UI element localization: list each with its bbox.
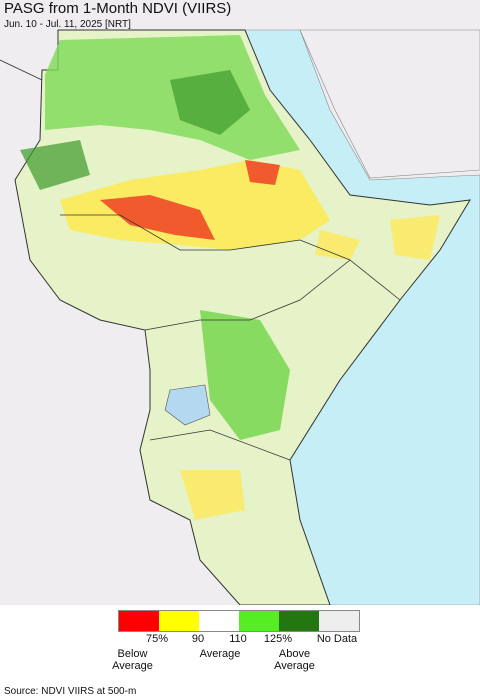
legend-label: Above Average	[274, 648, 315, 672]
legend-swatch	[159, 611, 199, 631]
title: PASG from 1-Month NDVI (VIIRS)	[4, 0, 232, 17]
source: Source: NDVI VIIRS at 500-m	[4, 686, 137, 697]
red-patch-east	[245, 160, 280, 185]
map	[0, 0, 480, 605]
legend-label: Below Average	[112, 648, 153, 672]
legend-swatch	[199, 611, 239, 631]
legend-label: 110	[229, 633, 247, 645]
legend-swatch	[279, 611, 319, 631]
arabia	[299, 29, 480, 179]
green-central	[200, 310, 290, 440]
dark-green-west	[20, 140, 90, 190]
yellow-tanzania	[180, 470, 245, 520]
green-north	[45, 35, 300, 160]
subtitle: Jun. 10 - Jul. 11, 2025 [NRT]	[4, 19, 131, 30]
legend-swatch	[319, 611, 359, 631]
red-patch	[100, 195, 215, 240]
yellow-horn	[315, 230, 360, 260]
legend-label: 75%	[145, 633, 169, 645]
legend-label: 125%	[263, 633, 293, 645]
legend-label: 90	[191, 633, 205, 645]
legend-label: Average	[199, 648, 241, 660]
lake-victoria	[164, 384, 211, 426]
legend-label: No Data	[316, 633, 358, 645]
legend-swatch	[239, 611, 279, 631]
borders-3	[149, 429, 291, 461]
legend-swatch	[119, 611, 159, 631]
legend-colors	[118, 610, 360, 632]
dark-green-patch	[170, 70, 250, 135]
yellow-horn-2	[390, 215, 440, 260]
borders-2	[144, 259, 351, 331]
outer-borders	[0, 59, 43, 81]
